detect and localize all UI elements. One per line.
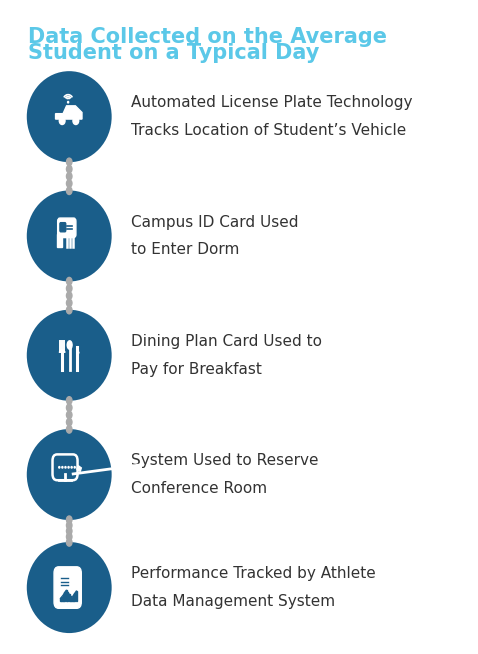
Bar (71, 598, 73, 601)
Text: Data Management System: Data Management System (131, 594, 335, 609)
Ellipse shape (27, 542, 112, 633)
Text: Campus ID Card Used: Campus ID Card Used (131, 215, 299, 230)
Text: System Used to Reserve: System Used to Reserve (131, 453, 319, 468)
Circle shape (74, 466, 75, 468)
Text: to Enter Dorm: to Enter Dorm (131, 242, 239, 257)
FancyBboxPatch shape (58, 218, 76, 237)
Text: Student on a Typical Day: Student on a Typical Day (28, 43, 319, 63)
Ellipse shape (27, 310, 112, 401)
Circle shape (66, 173, 72, 180)
Circle shape (66, 404, 72, 411)
Bar (60, 598, 61, 601)
Circle shape (66, 284, 72, 292)
Ellipse shape (27, 429, 112, 520)
Ellipse shape (27, 71, 112, 162)
Bar (61, 596, 63, 601)
Text: Conference Room: Conference Room (131, 481, 267, 496)
Polygon shape (76, 347, 79, 355)
Ellipse shape (67, 341, 72, 349)
Circle shape (66, 539, 72, 546)
Circle shape (66, 527, 72, 535)
Circle shape (66, 306, 72, 314)
Bar (64, 593, 65, 601)
Circle shape (66, 180, 72, 187)
Circle shape (66, 516, 72, 523)
Bar (65, 591, 67, 601)
Circle shape (66, 426, 72, 433)
Bar (74, 593, 76, 601)
Text: Performance Tracked by Athlete: Performance Tracked by Athlete (131, 566, 376, 581)
Circle shape (66, 187, 72, 194)
Circle shape (66, 411, 72, 419)
Circle shape (66, 292, 72, 300)
Text: Pay for Breakfast: Pay for Breakfast (131, 362, 262, 377)
Circle shape (68, 466, 69, 468)
Circle shape (66, 277, 72, 285)
Circle shape (62, 466, 63, 468)
Circle shape (66, 533, 72, 540)
Polygon shape (55, 106, 82, 119)
Polygon shape (57, 233, 62, 247)
Bar (73, 595, 74, 601)
Bar (76, 591, 77, 601)
Circle shape (66, 397, 72, 404)
Text: Automated License Plate Technology: Automated License Plate Technology (131, 95, 413, 111)
Text: Tracks Location of Student’s Vehicle: Tracks Location of Student’s Vehicle (131, 123, 406, 138)
Bar (67, 593, 68, 601)
FancyBboxPatch shape (54, 567, 81, 608)
Circle shape (71, 466, 72, 468)
Ellipse shape (27, 190, 112, 281)
Ellipse shape (73, 117, 79, 124)
Circle shape (66, 158, 72, 165)
Circle shape (67, 101, 69, 103)
Circle shape (59, 466, 60, 468)
Bar (70, 596, 71, 601)
Text: Data Collected on the Average: Data Collected on the Average (28, 27, 387, 47)
Circle shape (66, 522, 72, 529)
Bar (68, 594, 70, 601)
Circle shape (66, 299, 72, 307)
Circle shape (65, 466, 66, 468)
Ellipse shape (59, 117, 65, 124)
Circle shape (66, 419, 72, 426)
Polygon shape (77, 466, 81, 472)
FancyBboxPatch shape (60, 222, 66, 232)
Bar (63, 594, 64, 601)
Circle shape (66, 165, 72, 173)
Text: Dining Plan Card Used to: Dining Plan Card Used to (131, 334, 322, 349)
